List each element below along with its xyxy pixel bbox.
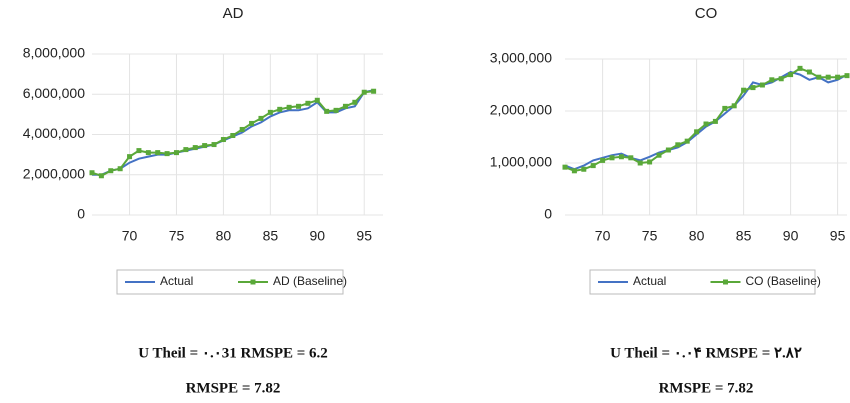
- data-point: [657, 153, 662, 158]
- x-tick-label: 90: [783, 228, 799, 244]
- data-point: [174, 150, 179, 155]
- y-tick-label: 2,000,000: [23, 165, 85, 181]
- y-tick-label: 3,000,000: [490, 50, 552, 66]
- data-point: [713, 119, 718, 124]
- data-point: [666, 148, 671, 153]
- data-point: [212, 142, 217, 147]
- legend-label: Actual: [160, 274, 193, 288]
- y-tick-label: 6,000,000: [23, 85, 85, 101]
- data-point: [647, 159, 652, 164]
- data-point: [183, 147, 188, 152]
- data-point: [816, 75, 821, 80]
- data-point: [685, 139, 690, 144]
- chart-title: CO: [695, 5, 718, 22]
- data-point: [722, 106, 727, 111]
- data-point: [845, 73, 850, 78]
- data-line: [92, 90, 374, 175]
- legend-label: AD (Baseline): [273, 274, 347, 288]
- x-tick-label: 75: [169, 228, 185, 244]
- y-tick-label: 2,000,000: [490, 102, 552, 118]
- x-tick-label: 85: [263, 228, 279, 244]
- data-point: [600, 158, 605, 163]
- data-point: [324, 109, 329, 114]
- x-tick-label: 90: [310, 228, 326, 244]
- data-point: [258, 116, 263, 121]
- data-point: [798, 66, 803, 71]
- data-point: [732, 103, 737, 108]
- legend-label: CO (Baseline): [746, 274, 821, 288]
- data-point: [779, 76, 784, 81]
- y-tick-label: 1,000,000: [490, 154, 552, 170]
- x-tick-label: 75: [642, 228, 658, 244]
- x-tick-label: 95: [356, 228, 372, 244]
- data-point: [193, 145, 198, 150]
- x-tick-label: 80: [689, 228, 705, 244]
- data-point: [221, 137, 226, 142]
- data-point: [118, 166, 123, 171]
- data-point: [619, 154, 624, 159]
- data-point: [362, 90, 367, 95]
- data-line: [565, 68, 847, 170]
- data-point: [741, 88, 746, 93]
- data-point: [240, 127, 245, 132]
- data-point: [108, 168, 113, 173]
- x-tick-label: 80: [216, 228, 232, 244]
- y-tick-label: 8,000,000: [23, 45, 85, 61]
- data-point: [572, 168, 577, 173]
- data-point: [146, 150, 151, 155]
- data-point: [371, 89, 376, 94]
- data-point: [807, 70, 812, 75]
- annotation: RMSPE = 7.82: [659, 380, 754, 396]
- annotation: U Theil = ۰.۰31 RMSPE = 6.2: [138, 345, 328, 361]
- data-point: [343, 104, 348, 109]
- x-tick-label: 95: [830, 228, 846, 244]
- data-point: [136, 148, 141, 153]
- legend-label: Actual: [633, 274, 666, 288]
- data-point: [268, 110, 273, 115]
- chart-title: AD: [223, 5, 244, 22]
- data-point: [826, 75, 831, 80]
- x-tick-label: 70: [595, 228, 611, 244]
- data-point: [334, 108, 339, 113]
- data-point: [751, 85, 756, 90]
- data-point: [769, 77, 774, 82]
- page: AD 0 2,000,000 4,000,000 6,000,000 8,000,000 7…: [0, 0, 850, 403]
- data-point: [127, 154, 132, 159]
- data-point: [835, 75, 840, 80]
- data-point: [352, 100, 357, 105]
- data-point: [249, 121, 254, 126]
- data-point: [296, 104, 301, 109]
- y-tick-label: 0: [544, 206, 552, 222]
- y-tick-label: 4,000,000: [23, 125, 85, 141]
- x-tick-label: 70: [122, 228, 138, 244]
- data-point: [287, 105, 292, 110]
- data-point: [581, 167, 586, 172]
- data-point: [760, 83, 765, 88]
- annotation: RMSPE = 7.82: [186, 380, 281, 396]
- x-tick-label: 85: [736, 228, 752, 244]
- data-line: [565, 72, 847, 169]
- legend-marker: [251, 280, 256, 285]
- data-point: [99, 173, 104, 178]
- y-tick-label: 0: [77, 206, 85, 222]
- data-point: [563, 165, 568, 170]
- data-point: [704, 122, 709, 127]
- data-point: [628, 155, 633, 160]
- data-point: [305, 101, 310, 106]
- legend-marker: [723, 280, 728, 285]
- data-point: [315, 98, 320, 103]
- data-point: [202, 143, 207, 148]
- annotation: U Theil = ۰.۰۴ RMSPE = ۲.۸۲: [610, 345, 802, 361]
- data-point: [610, 155, 615, 160]
- data-point: [638, 161, 643, 166]
- data-point: [277, 107, 282, 112]
- data-point: [90, 170, 95, 175]
- data-point: [675, 142, 680, 147]
- data-point: [155, 150, 160, 155]
- data-point: [591, 163, 596, 168]
- data-point: [165, 151, 170, 156]
- data-point: [788, 72, 793, 77]
- data-point: [694, 129, 699, 134]
- data-point: [230, 133, 235, 138]
